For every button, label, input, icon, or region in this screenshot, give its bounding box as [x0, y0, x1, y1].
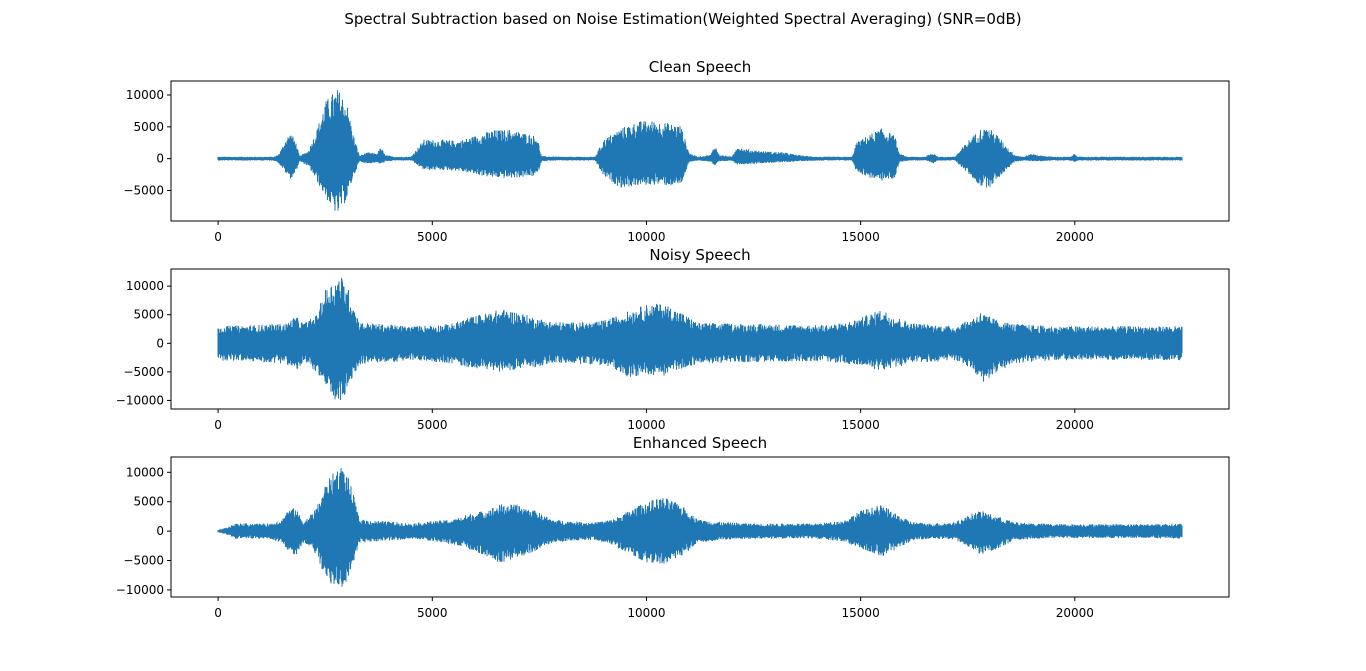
x-tick-label: 0 — [214, 606, 222, 620]
subplot-title: Clean Speech — [649, 58, 752, 76]
y-tick-label: 5000 — [133, 495, 164, 509]
x-tick-label: 20000 — [1056, 606, 1094, 620]
y-tick-label: 0 — [156, 152, 164, 166]
x-tick-label: 0 — [214, 418, 222, 432]
y-tick-label: 0 — [156, 524, 164, 538]
y-tick-label: 10000 — [126, 88, 164, 102]
subplot-title: Noisy Speech — [649, 246, 750, 264]
y-tick-label: −10000 — [116, 393, 164, 407]
y-tick-label: −5000 — [123, 183, 164, 197]
x-tick-label: 20000 — [1056, 418, 1094, 432]
x-tick-label: 5000 — [417, 418, 448, 432]
subplot-title: Enhanced Speech — [633, 434, 767, 452]
axes-frame — [170, 80, 1230, 222]
figure-title: Spectral Subtraction based on Noise Esti… — [344, 10, 1022, 28]
axes-frame — [170, 268, 1230, 410]
y-tick-label: 10000 — [126, 465, 164, 479]
signal-series-3 — [217, 467, 1183, 587]
y-tick-label: 5000 — [133, 308, 164, 322]
subplot-1: Clean Speech 0 5000 10000 15000 20000 −5000 0 50… — [123, 58, 1230, 244]
y-tick-label: −10000 — [116, 583, 164, 597]
x-tick-label: 10000 — [627, 230, 665, 244]
x-tick-label: 20000 — [1056, 230, 1094, 244]
x-tick-label: 5000 — [417, 230, 448, 244]
subplot-3: Enhanced Speech 0 5000 10000 15000 20000 −1000… — [116, 434, 1230, 620]
y-tick-label: −5000 — [123, 554, 164, 568]
x-tick-label: 15000 — [842, 606, 880, 620]
x-tick-label: 15000 — [842, 418, 880, 432]
y-tick-label: 5000 — [133, 120, 164, 134]
y-tick-label: −5000 — [123, 365, 164, 379]
x-tick-label: 15000 — [842, 230, 880, 244]
axes-frame — [170, 456, 1230, 598]
subplot-2: Noisy Speech 0 5000 10000 15000 20000 −10000 −5… — [116, 246, 1230, 432]
y-tick-label: 10000 — [126, 279, 164, 293]
signal-series-2 — [217, 277, 1183, 401]
signal-series-1 — [217, 90, 1183, 211]
x-tick-label: 10000 — [627, 418, 665, 432]
x-tick-label: 10000 — [627, 606, 665, 620]
x-tick-label: 0 — [214, 230, 222, 244]
y-tick-label: 0 — [156, 336, 164, 350]
x-tick-label: 5000 — [417, 606, 448, 620]
